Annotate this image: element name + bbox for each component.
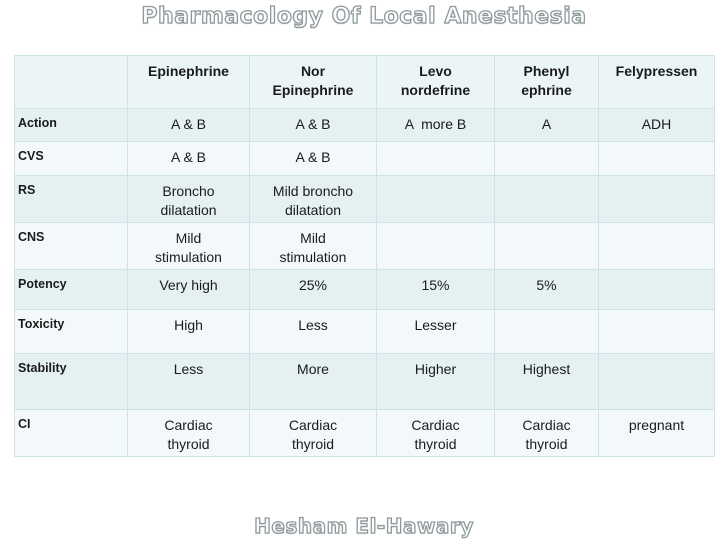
table-cell: 15% (376, 268, 495, 310)
column-header-blank (14, 55, 128, 109)
table-cell (598, 175, 715, 223)
table-cell: Broncho dilatation (127, 175, 250, 223)
table-cell: 5% (494, 268, 599, 310)
table-cell: A & B (249, 108, 377, 142)
table-cell: ADH (598, 108, 715, 142)
slide-title: Pharmacology Of Local Anesthesia (141, 3, 587, 29)
table-cell (494, 175, 599, 223)
table-cell: Mild stimulation (127, 222, 250, 270)
table-cell: 25% (249, 268, 377, 310)
table-row-action: Action A & B A & B A more B A ADH (14, 108, 715, 142)
table-cell: Very high (127, 268, 250, 310)
column-header-felypressen: Felypressen (598, 55, 715, 109)
column-header-phenyl-ephrine: Phenyl ephrine (494, 55, 599, 109)
table-row-ci: CI Cardiac thyroid Cardiac thyroid Cardi… (14, 408, 715, 457)
pharmacology-table: Epinephrine Nor Epinephrine Levo nordefr… (14, 55, 715, 457)
table-cell: A & B (127, 141, 250, 176)
table-row-rs: RS Broncho dilatation Mild broncho dilat… (14, 175, 715, 223)
table-cell (376, 141, 495, 176)
table-cell (494, 308, 599, 354)
table-cell: Cardiac thyroid (376, 408, 495, 457)
column-header-epinephrine: Epinephrine (127, 55, 250, 109)
table-cell (494, 222, 599, 270)
table-cell: High (127, 308, 250, 354)
table-cell: Mild stimulation (249, 222, 377, 270)
table-cell: pregnant (598, 408, 715, 457)
table-cell: Less (127, 352, 250, 410)
table-cell: Cardiac thyroid (127, 408, 250, 457)
row-header-cvs: CVS (14, 141, 128, 176)
table-cell: Higher (376, 352, 495, 410)
table-cell (598, 352, 715, 410)
table-cell: Lesser (376, 308, 495, 354)
table-cell: Cardiac thyroid (494, 408, 599, 457)
table-row-potency: Potency Very high 25% 15% 5% (14, 268, 715, 310)
table-cell: Mild broncho dilatation (249, 175, 377, 223)
table-row-toxicity: Toxicity High Less Lesser (14, 308, 715, 354)
column-header-nor-epinephrine: Nor Epinephrine (249, 55, 377, 109)
row-header-toxicity: Toxicity (14, 308, 128, 354)
table-cell (598, 268, 715, 310)
table-cell: Cardiac thyroid (249, 408, 377, 457)
table-cell (376, 175, 495, 223)
row-header-stability: Stability (14, 352, 128, 410)
table-cell (376, 222, 495, 270)
table-row-cns: CNS Mild stimulation Mild stimulation (14, 222, 715, 270)
table-cell: More (249, 352, 377, 410)
table-cell: Highest (494, 352, 599, 410)
row-header-action: Action (14, 108, 128, 142)
column-header-levo-nordefrine: Levo nordefrine (376, 55, 495, 109)
table-cell: A (494, 108, 599, 142)
table-cell: A & B (127, 108, 250, 142)
header-row: Epinephrine Nor Epinephrine Levo nordefr… (14, 55, 715, 109)
table-cell: Less (249, 308, 377, 354)
table-row-stability: Stability Less More Higher Highest (14, 352, 715, 410)
author-credit: Hesham El-Hawary (254, 513, 474, 538)
table-row-cvs: CVS A & B A & B (14, 141, 715, 176)
row-header-rs: RS (14, 175, 128, 223)
table-cell (598, 308, 715, 354)
row-header-cns: CNS (14, 222, 128, 270)
row-header-potency: Potency (14, 268, 128, 310)
table-cell: A & B (249, 141, 377, 176)
table-cell (598, 141, 715, 176)
table-cell (598, 222, 715, 270)
table-cell (494, 141, 599, 176)
table-cell: A more B (376, 108, 495, 142)
row-header-ci: CI (14, 408, 128, 457)
